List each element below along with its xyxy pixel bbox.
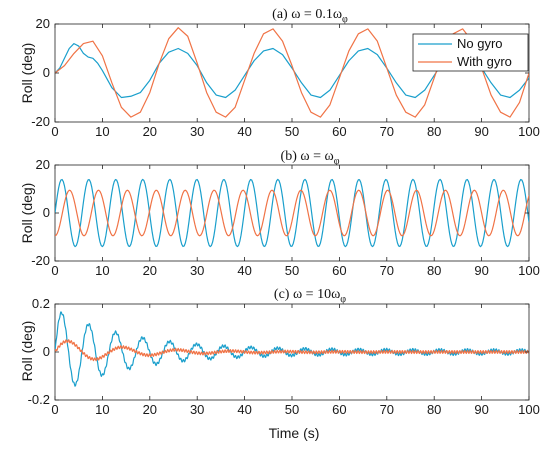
y-tick-label: 0 bbox=[43, 344, 50, 359]
x-tick-label: 10 bbox=[95, 124, 109, 139]
legend: No gyro With gyro bbox=[412, 33, 529, 72]
x-tick-label: 40 bbox=[237, 402, 251, 417]
x-tick-label: 50 bbox=[285, 124, 299, 139]
x-tick-label: 20 bbox=[143, 263, 157, 278]
x-tick-label: 10 bbox=[95, 402, 109, 417]
series-line-with-gyro bbox=[55, 189, 529, 237]
x-tick-label: 80 bbox=[427, 263, 441, 278]
x-tick-label: 90 bbox=[474, 402, 488, 417]
x-tick-label: 20 bbox=[143, 124, 157, 139]
panel-c: (c) ω = 10ωφ Roll (deg) 0 10 20 30 40 50 60 70 8… bbox=[19, 287, 540, 417]
x-tick-label: 90 bbox=[474, 263, 488, 278]
x-tick-label: 60 bbox=[332, 124, 346, 139]
x-tick-label: 70 bbox=[380, 402, 394, 417]
x-tick-label: 70 bbox=[380, 263, 394, 278]
x-tick-label: 0 bbox=[51, 402, 58, 417]
panel-c-ylabel: Roll (deg) bbox=[19, 321, 35, 382]
x-tick-label: 30 bbox=[190, 124, 204, 139]
x-tick-label: 60 bbox=[332, 263, 346, 278]
x-tick-label: 0 bbox=[51, 124, 58, 139]
x-axis-label: Time (s) bbox=[269, 425, 320, 441]
x-tick-label: 70 bbox=[380, 124, 394, 139]
x-tick-label: 100 bbox=[518, 402, 540, 417]
x-tick-label: 80 bbox=[427, 124, 441, 139]
series-line-no-gyro bbox=[55, 178, 529, 248]
legend-label-with-gyro: With gyro bbox=[457, 54, 512, 69]
x-tick-label: 60 bbox=[332, 402, 346, 417]
x-tick-label: 50 bbox=[285, 263, 299, 278]
x-tick-label: 100 bbox=[518, 124, 540, 139]
y-tick-label: -20 bbox=[31, 253, 50, 268]
y-tick-label: -0.2 bbox=[28, 392, 50, 407]
panel-a: (a) ω = 0.1ωφ Roll (deg) 0 10 20 30 40 50 60 70… bbox=[19, 7, 540, 139]
legend-box bbox=[412, 33, 529, 72]
x-tick-label: 10 bbox=[95, 263, 109, 278]
y-tick-label: 0.2 bbox=[32, 296, 50, 311]
y-tick-label: 20 bbox=[36, 157, 50, 172]
panel-b: (b) ω = ωφ Roll (deg) 0 10 20 30 40 50 60 70 80 9… bbox=[19, 149, 540, 278]
y-tick-label: 20 bbox=[36, 16, 50, 31]
x-tick-label: 50 bbox=[285, 402, 299, 417]
y-tick-label: -20 bbox=[31, 114, 50, 129]
y-tick-label: 0 bbox=[43, 65, 50, 80]
x-tick-label: 40 bbox=[237, 124, 251, 139]
x-tick-label: 20 bbox=[143, 402, 157, 417]
x-tick-label: 0 bbox=[51, 263, 58, 278]
series-line-with-gyro bbox=[55, 339, 529, 362]
x-tick-label: 80 bbox=[427, 402, 441, 417]
panel-a-title: (a) ω = 0.1ωφ bbox=[272, 7, 348, 25]
panel-a-ylabel: Roll (deg) bbox=[19, 43, 35, 104]
panel-c-title: (c) ω = 10ωφ bbox=[274, 287, 346, 305]
panel-b-title: (b) ω = ωφ bbox=[281, 149, 340, 167]
panel-b-ylabel: Roll (deg) bbox=[19, 183, 35, 244]
x-tick-label: 40 bbox=[237, 263, 251, 278]
x-tick-label: 90 bbox=[474, 124, 488, 139]
y-tick-label: 0 bbox=[43, 205, 50, 220]
x-tick-label: 30 bbox=[190, 263, 204, 278]
x-tick-label: 100 bbox=[518, 263, 540, 278]
x-tick-label: 30 bbox=[190, 402, 204, 417]
legend-label-no-gyro: No gyro bbox=[457, 36, 503, 51]
